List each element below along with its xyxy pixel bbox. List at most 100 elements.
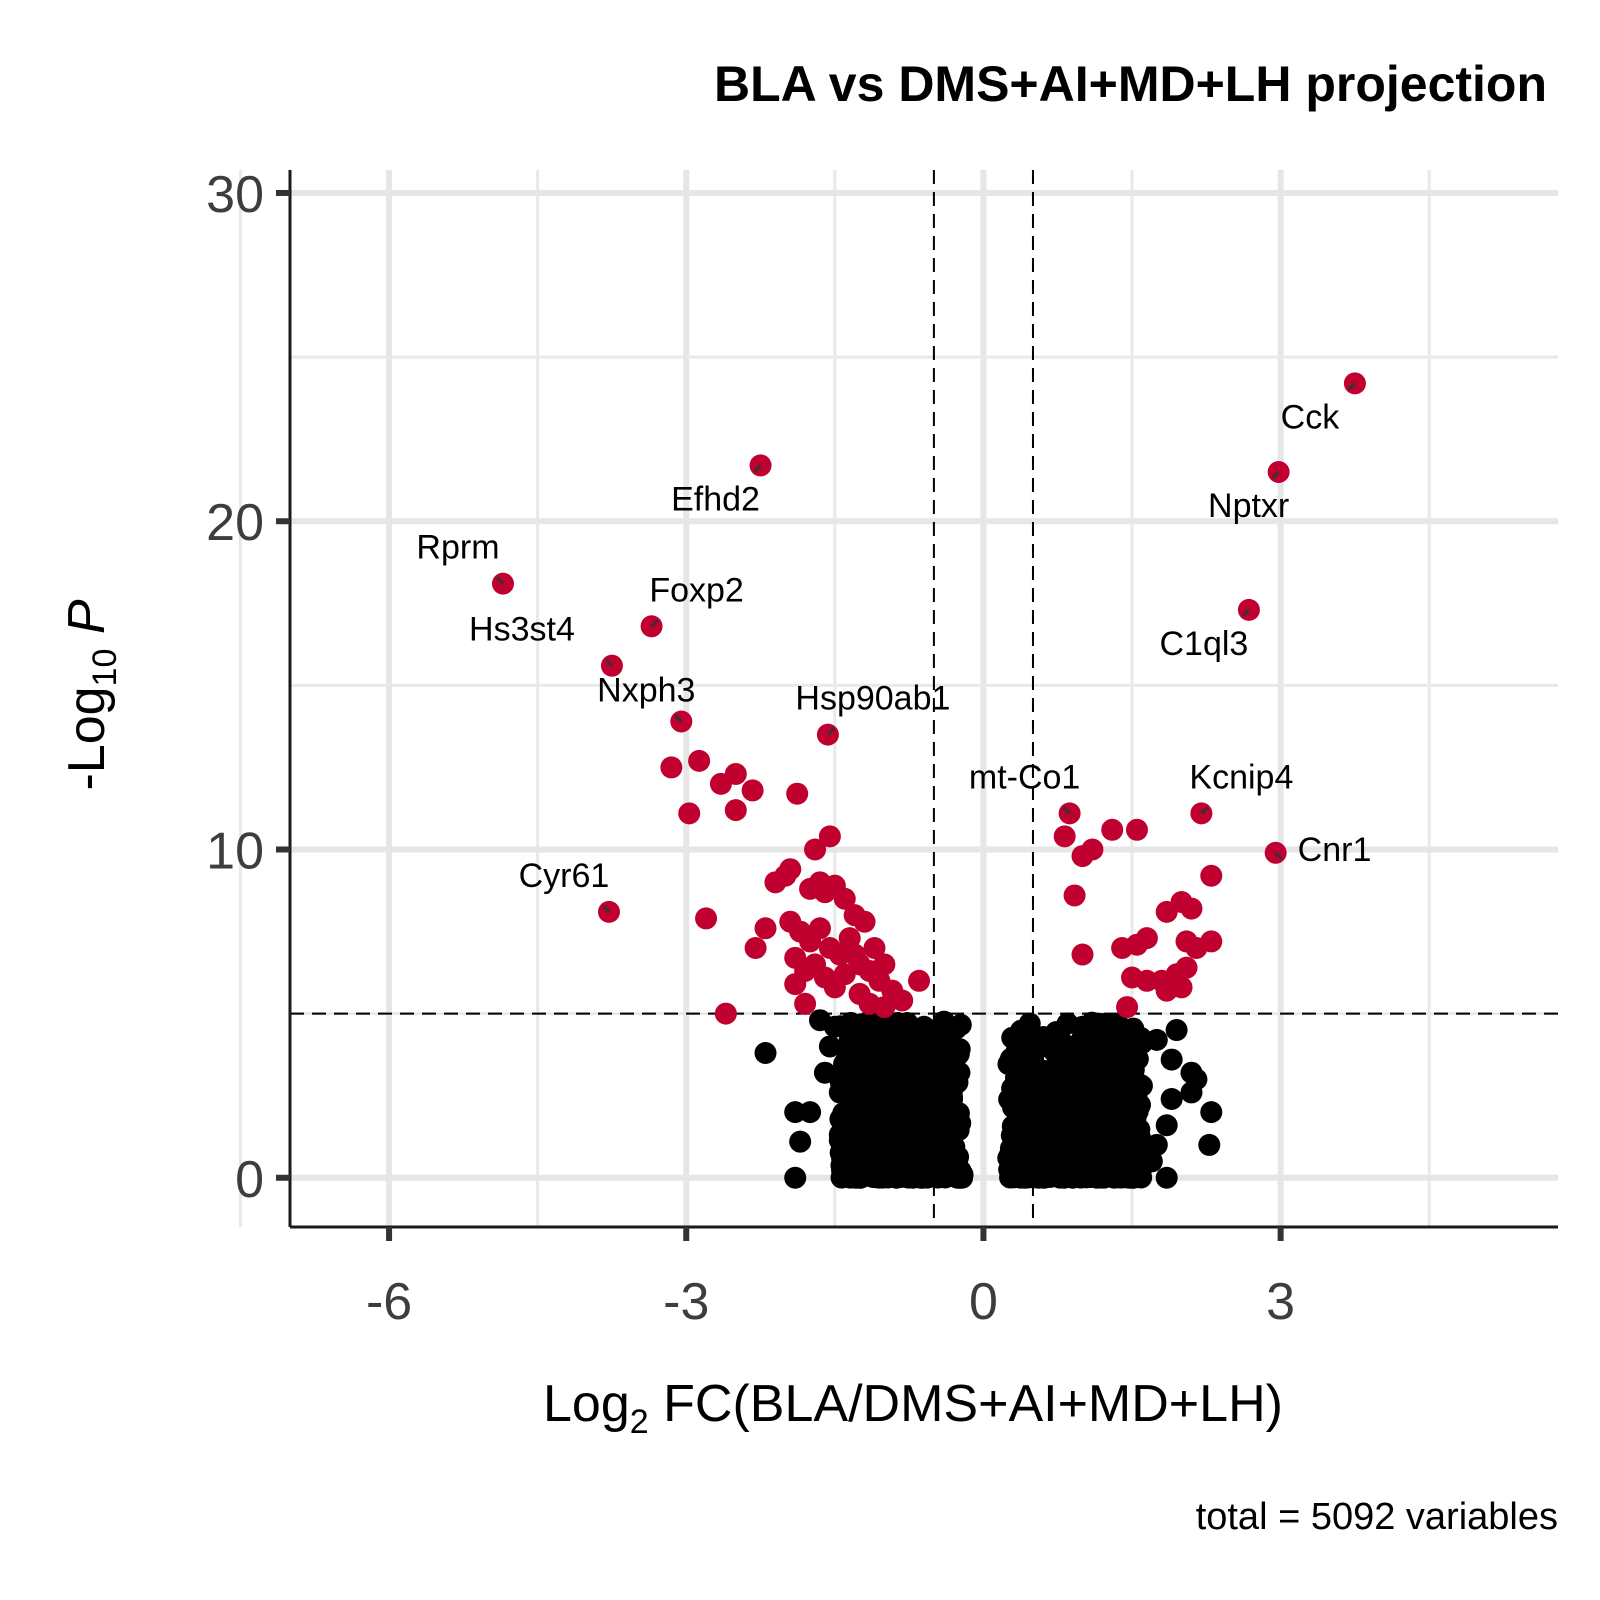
nonsignificant-point — [1180, 1081, 1203, 1104]
significant-point — [818, 825, 841, 848]
nonsignificant-point — [846, 1072, 869, 1095]
nonsignificant-point — [1012, 1150, 1035, 1173]
nonsignificant-point — [917, 1150, 940, 1173]
x-tick-label: 0 — [969, 1273, 998, 1331]
significant-point — [779, 858, 802, 881]
nonsignificant-point — [871, 1166, 894, 1189]
significant-point — [1125, 818, 1148, 841]
significant-point — [744, 936, 767, 959]
significant-point — [873, 996, 896, 1019]
significant-point — [1170, 976, 1193, 999]
nonsignificant-point — [922, 1081, 945, 1104]
significant-point — [1101, 818, 1124, 841]
gene-label: mt-Co1 — [969, 758, 1080, 796]
gene-label: Nxph3 — [597, 671, 695, 709]
nonsignificant-point — [829, 1108, 852, 1131]
y-axis-title-rest: P — [58, 599, 116, 648]
gene-label: C1ql3 — [1160, 625, 1249, 663]
significant-point — [786, 782, 809, 805]
nonsignificant-point — [1113, 1109, 1136, 1132]
nonsignificant-point — [789, 1130, 812, 1153]
label-connector — [1200, 806, 1209, 815]
label-connector — [674, 714, 683, 723]
nonsignificant-point — [1085, 1063, 1108, 1086]
label-connector — [495, 576, 505, 585]
nonsignificant-point — [1091, 1019, 1114, 1042]
nonsignificant-point — [1061, 1035, 1084, 1058]
nonsignificant-point — [949, 1013, 972, 1036]
y-axis-title-main: -Log — [58, 686, 116, 790]
gene-label: Cck — [1281, 398, 1341, 436]
nonsignificant-point — [1028, 1147, 1051, 1170]
gene-label: Nptxr — [1208, 487, 1289, 525]
nonsignificant-point — [1198, 1133, 1221, 1156]
nonsignificant-point — [1071, 1015, 1094, 1038]
nonsignificant-point — [853, 1028, 876, 1051]
label-connector — [1274, 851, 1283, 860]
nonsignificant-point — [818, 1035, 841, 1058]
significant-point — [1175, 956, 1198, 979]
nonsignificant-point — [898, 1055, 921, 1078]
significant-point — [714, 1002, 737, 1025]
significant-point — [784, 973, 807, 996]
significant-point — [1116, 996, 1139, 1019]
nonsignificant-point — [1036, 1127, 1059, 1150]
significant-point — [678, 802, 701, 825]
label-connector — [753, 464, 762, 473]
nonsignificant-point — [913, 1104, 935, 1127]
nonsignificant-point — [1111, 1143, 1134, 1166]
nonsignificant-point — [1108, 1166, 1131, 1189]
x-axis-title-subscript: 2 — [630, 1403, 649, 1441]
y-tick-label: 10 — [206, 823, 264, 881]
nonsignificant-point — [880, 1114, 903, 1137]
significant-point — [804, 838, 827, 861]
nonsignificant-point — [1160, 1048, 1183, 1071]
significant-point — [1200, 864, 1223, 887]
gene-label: Cnr1 — [1298, 831, 1372, 869]
gene-label: Foxp2 — [649, 571, 744, 609]
label-connector — [1271, 470, 1280, 480]
nonsignificant-point — [784, 1166, 807, 1189]
y-axis-title-subscript: 10 — [86, 649, 124, 687]
nonsignificant-point — [799, 1101, 822, 1124]
significant-point — [1135, 927, 1158, 950]
label-connector — [826, 727, 835, 736]
nonsignificant-point — [1101, 1045, 1124, 1068]
label-connector — [601, 904, 611, 913]
nonsignificant-point — [946, 1071, 969, 1094]
nonsignificant-point — [1200, 1101, 1223, 1124]
x-axis-title-rest: FC(BLA/DMS+AI+MD+LH) — [649, 1375, 1283, 1433]
nonsignificant-point — [1009, 1019, 1032, 1042]
nonsignificant-point — [1125, 1124, 1148, 1147]
significant-point — [843, 943, 866, 966]
y-tick-label: 20 — [206, 494, 264, 552]
significant-point — [1053, 825, 1076, 848]
x-axis-title-main: Log — [543, 1375, 630, 1433]
significant-point — [724, 799, 747, 822]
nonsignificant-point — [913, 1015, 935, 1038]
label-connector — [1062, 806, 1071, 815]
significant-point — [724, 763, 747, 785]
label-connector — [1241, 608, 1250, 617]
nonsignificant-point — [885, 1015, 908, 1038]
x-tick-label: -3 — [663, 1273, 709, 1331]
nonsignificant-point — [1041, 1094, 1064, 1117]
nonsignificant-point — [1086, 1165, 1109, 1188]
nonsignificant-point — [833, 1051, 856, 1074]
nonsignificant-point — [1093, 1134, 1116, 1157]
significant-point — [754, 917, 777, 940]
significant-point — [853, 910, 876, 933]
significant-point — [863, 936, 886, 959]
nonsignificant-points — [754, 1009, 1223, 1189]
significant-point — [741, 779, 764, 802]
chart-title: BLA vs DMS+AI+MD+LH projection — [714, 56, 1547, 112]
nonsignificant-point — [887, 1092, 910, 1115]
label-connector — [650, 619, 659, 628]
significant-point — [1063, 884, 1086, 907]
gene-label: Kcnip4 — [1189, 758, 1293, 796]
x-tick-label: 3 — [1266, 1273, 1295, 1331]
nonsignificant-point — [1111, 1083, 1134, 1106]
nonsignificant-point — [1078, 1100, 1101, 1123]
